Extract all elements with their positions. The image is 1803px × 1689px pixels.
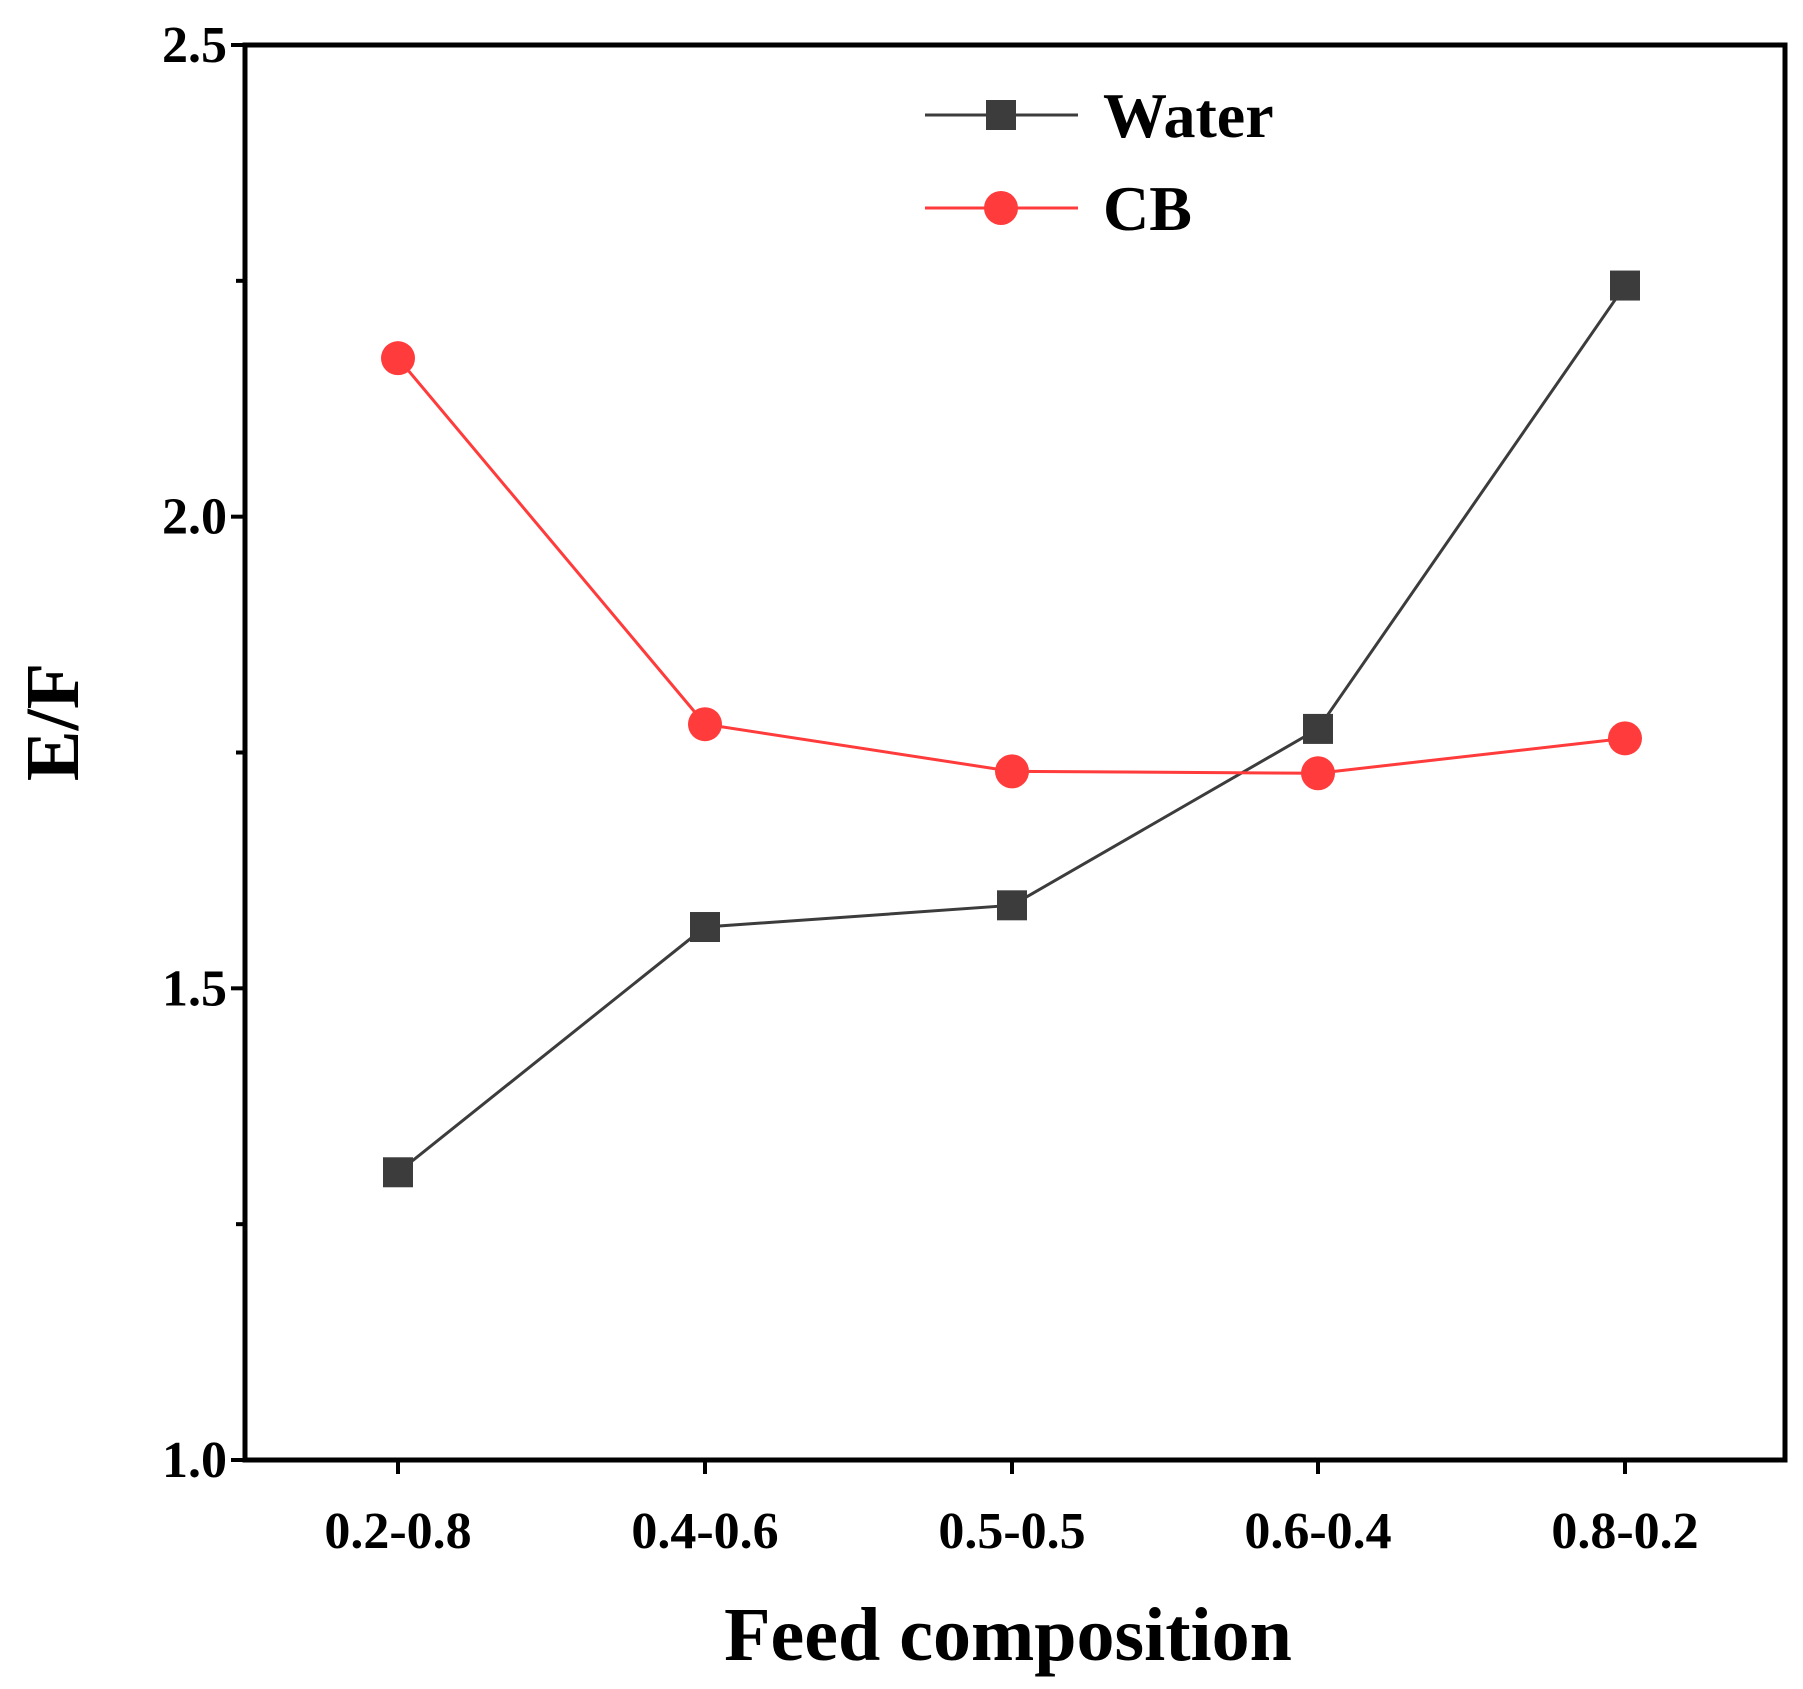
x-tick-label: 0.5-0.5 <box>938 1503 1085 1560</box>
x-axis-ticks: 0.2-0.8 0.4-0.6 0.5-0.5 0.6-0.4 0.8-0.2 <box>324 1460 1699 1560</box>
data-point-water <box>690 912 720 943</box>
x-tick-label: 0.4-0.6 <box>631 1503 778 1560</box>
series-line-cb <box>396 357 1626 775</box>
y-tick-label: 2.5 <box>162 17 227 74</box>
series-line-water <box>397 284 1627 1174</box>
data-point-cb <box>1608 721 1642 756</box>
legend-label-water: Water <box>1103 80 1274 151</box>
data-point-water <box>1610 270 1640 301</box>
plot-markers <box>381 270 1642 1188</box>
x-axis-title: Feed composition <box>724 1593 1292 1677</box>
y-tick-label: 1.0 <box>162 1432 227 1489</box>
plot-lines <box>396 284 1627 1174</box>
x-tick-label: 0.8-0.2 <box>1551 1503 1698 1560</box>
legend: Water CB <box>925 80 1274 244</box>
data-point-cb <box>688 707 722 742</box>
legend-marker-cb <box>984 191 1018 225</box>
plot-frame <box>242 42 1788 1463</box>
y-axis-title: E/F <box>11 663 95 781</box>
legend-label-cb: CB <box>1103 173 1192 244</box>
y-tick-label: 1.5 <box>162 960 227 1017</box>
data-point-cb <box>995 754 1029 789</box>
data-point-cb <box>381 341 415 376</box>
data-point-water <box>1303 713 1333 744</box>
data-point-water <box>997 890 1027 921</box>
x-tick-label: 0.2-0.8 <box>324 1503 471 1560</box>
x-tick-label: 0.6-0.4 <box>1244 1503 1391 1560</box>
y-axis-ticks: 1.0 1.5 2.0 2.5 <box>162 17 245 1489</box>
legend-marker-water <box>986 100 1016 130</box>
data-point-water <box>383 1157 413 1188</box>
y-tick-label: 2.0 <box>162 489 227 546</box>
data-point-cb <box>1301 756 1335 791</box>
